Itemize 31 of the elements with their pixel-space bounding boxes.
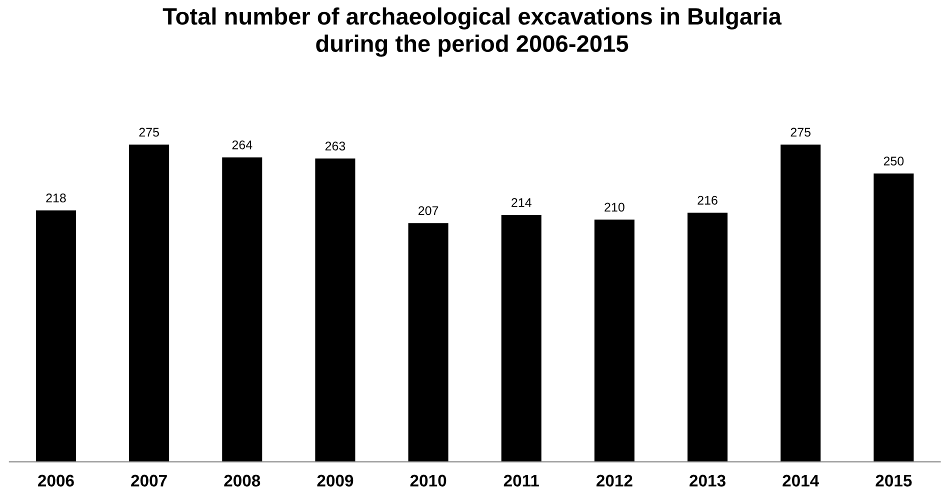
x-tick-label: 2012 — [596, 474, 632, 487]
bar — [222, 157, 262, 462]
bar — [874, 174, 914, 462]
bar — [408, 223, 448, 462]
data-label: 250 — [884, 156, 904, 166]
bar — [501, 215, 542, 462]
bar — [688, 212, 728, 462]
data-label: 210 — [604, 202, 624, 212]
x-tick-label: 2015 — [876, 474, 912, 487]
data-label: 263 — [325, 142, 346, 150]
x-tick-label: 2011 — [504, 474, 539, 487]
data-label: 275 — [139, 128, 159, 137]
data-label: 216 — [698, 196, 718, 205]
bar — [780, 144, 821, 462]
data-label: 264 — [232, 140, 252, 150]
bar — [315, 158, 356, 462]
data-label: 218 — [46, 194, 66, 202]
chart-title: Total number of archaeological excavations in Bulgaria during the period 2006-2015 — [162, 7, 782, 57]
x-tick-label: 2013 — [690, 474, 726, 487]
x-tick-label: 2008 — [224, 474, 260, 487]
x-tick-label: 2009 — [317, 474, 354, 487]
bar — [594, 220, 634, 462]
x-tick-label: 2014 — [782, 474, 820, 487]
bar — [36, 210, 76, 462]
x-tick-label: 2010 — [410, 474, 446, 487]
x-tick-label: 2006 — [38, 474, 74, 487]
data-label: 275 — [790, 128, 811, 137]
data-label: 214 — [512, 198, 532, 207]
x-tick-label: 2007 — [131, 474, 167, 487]
bar — [129, 144, 170, 462]
data-label: 207 — [418, 206, 438, 216]
